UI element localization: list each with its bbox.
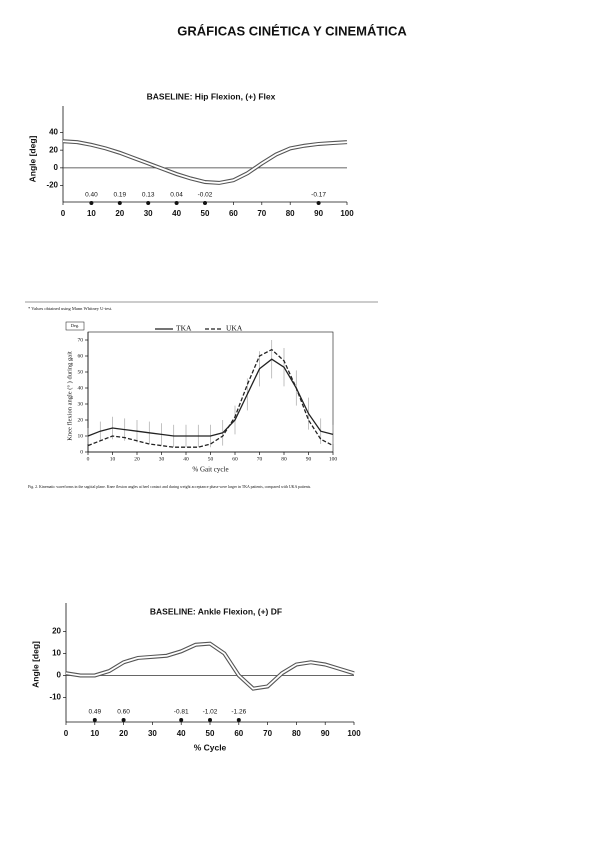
y-tick-label: 20 bbox=[52, 627, 61, 636]
y-tick-label: 10 bbox=[78, 433, 84, 439]
x-tick-label: 10 bbox=[87, 209, 96, 218]
y-tick-label: 10 bbox=[52, 649, 61, 658]
x-tick-label: 10 bbox=[90, 729, 99, 738]
x-tick-label: 70 bbox=[263, 729, 272, 738]
x-axis-label: % Cycle bbox=[194, 742, 227, 752]
x-tick-label: 50 bbox=[206, 729, 215, 738]
legend-label: UKA bbox=[226, 324, 243, 333]
series-line bbox=[65, 642, 355, 690]
y-tick-label: 0 bbox=[57, 671, 62, 680]
x-tick-label: 60 bbox=[234, 729, 243, 738]
x-tick-label: 0 bbox=[87, 456, 90, 462]
y-unit: Deg. bbox=[71, 323, 80, 328]
annotation-label: 0.19 bbox=[113, 192, 126, 199]
x-tick-label: 40 bbox=[172, 209, 181, 218]
unit-box bbox=[65, 321, 85, 331]
y-axis-label: Angle [deg] bbox=[30, 641, 40, 688]
annotation-dot bbox=[117, 201, 122, 205]
x-tick-label: 10 bbox=[110, 456, 116, 462]
annotation-dot bbox=[92, 718, 97, 722]
x-tick-label: 100 bbox=[340, 209, 354, 218]
annotation-dot bbox=[208, 718, 212, 722]
y-tick-label: 30 bbox=[78, 401, 84, 407]
annotation-dot bbox=[121, 718, 126, 722]
annotation-dot bbox=[146, 201, 151, 205]
annotation-label: 0.40 bbox=[85, 192, 98, 199]
x-tick-label: 90 bbox=[306, 456, 312, 462]
series-line bbox=[87, 358, 334, 437]
y-tick-label: 60 bbox=[78, 353, 84, 359]
x-tick-label: 30 bbox=[144, 209, 153, 218]
annotation-dot bbox=[174, 201, 179, 205]
x-tick-label: 70 bbox=[257, 456, 263, 462]
x-tick-label: 20 bbox=[115, 209, 124, 218]
annotation-dot bbox=[89, 201, 94, 205]
x-tick-label: 20 bbox=[119, 729, 128, 738]
annotation-label: -1.02 bbox=[203, 709, 218, 716]
caption: Fig. 2. Kinematic waveforms in the sagit… bbox=[28, 485, 311, 490]
annotation-label: 0.60 bbox=[117, 709, 130, 716]
x-tick-label: 50 bbox=[208, 456, 214, 462]
series-line bbox=[62, 140, 348, 184]
annotation-label: -1.26 bbox=[231, 709, 246, 716]
x-tick-label: 90 bbox=[314, 209, 323, 218]
series-line bbox=[87, 348, 334, 448]
x-tick-label: 90 bbox=[321, 729, 330, 738]
y-tick-label: 0 bbox=[54, 163, 59, 172]
annotation-label: -0.81 bbox=[174, 709, 189, 716]
footnote: * Values obtained using Mann Whitney U-t… bbox=[28, 306, 112, 311]
x-tick-label: 20 bbox=[134, 456, 140, 462]
x-tick-label: 80 bbox=[281, 456, 287, 462]
y-tick-label: 0 bbox=[80, 449, 83, 455]
y-tick-label: 50 bbox=[78, 369, 84, 375]
x-tick-label: 80 bbox=[286, 209, 295, 218]
y-tick-label: -10 bbox=[49, 693, 61, 702]
x-tick-label: 0 bbox=[64, 729, 69, 738]
page-title: GRÁFICAS CINÉTICA Y CINEMÁTICA bbox=[177, 23, 407, 38]
annotation-label: 0.49 bbox=[88, 709, 101, 716]
annotation-label: 0.04 bbox=[170, 192, 183, 199]
annotation-label: -0.02 bbox=[198, 192, 213, 199]
y-tick-label: 20 bbox=[49, 145, 58, 154]
x-tick-label: 60 bbox=[232, 456, 238, 462]
x-tick-label: 30 bbox=[148, 729, 157, 738]
y-axis-label: Angle [deg] bbox=[27, 135, 37, 182]
annotation-dot bbox=[316, 201, 321, 205]
annotation-dot bbox=[203, 201, 207, 205]
y-tick-label: 20 bbox=[78, 417, 84, 423]
annotation-label: 0.13 bbox=[142, 192, 155, 199]
annotation-dot bbox=[236, 718, 241, 722]
x-tick-label: 60 bbox=[229, 209, 238, 218]
x-axis-label: % Gait cycle bbox=[192, 466, 228, 474]
y-axis-label: Knee flexion angle (° ) during gait bbox=[66, 351, 73, 441]
x-tick-label: 30 bbox=[159, 456, 165, 462]
y-tick-label: -20 bbox=[46, 181, 58, 190]
x-tick-label: 80 bbox=[292, 729, 301, 738]
y-tick-label: 40 bbox=[78, 385, 84, 391]
x-tick-label: 0 bbox=[61, 209, 66, 218]
annotation-label: -0.17 bbox=[311, 192, 326, 199]
x-tick-label: 40 bbox=[177, 729, 186, 738]
chart-title: BASELINE: Ankle Flexion, (+) DF bbox=[150, 606, 282, 616]
x-tick-label: 50 bbox=[201, 209, 210, 218]
y-tick-label: 70 bbox=[78, 337, 84, 343]
y-tick-label: 40 bbox=[49, 128, 58, 137]
x-tick-label: 100 bbox=[347, 729, 361, 738]
annotation-dot bbox=[179, 718, 184, 722]
x-tick-label: 70 bbox=[257, 209, 266, 218]
legend-label: TKA bbox=[176, 324, 192, 333]
chart-title: BASELINE: Hip Flexion, (+) Flex bbox=[147, 91, 276, 101]
x-tick-label: 100 bbox=[329, 456, 338, 462]
x-tick-label: 40 bbox=[183, 456, 189, 462]
